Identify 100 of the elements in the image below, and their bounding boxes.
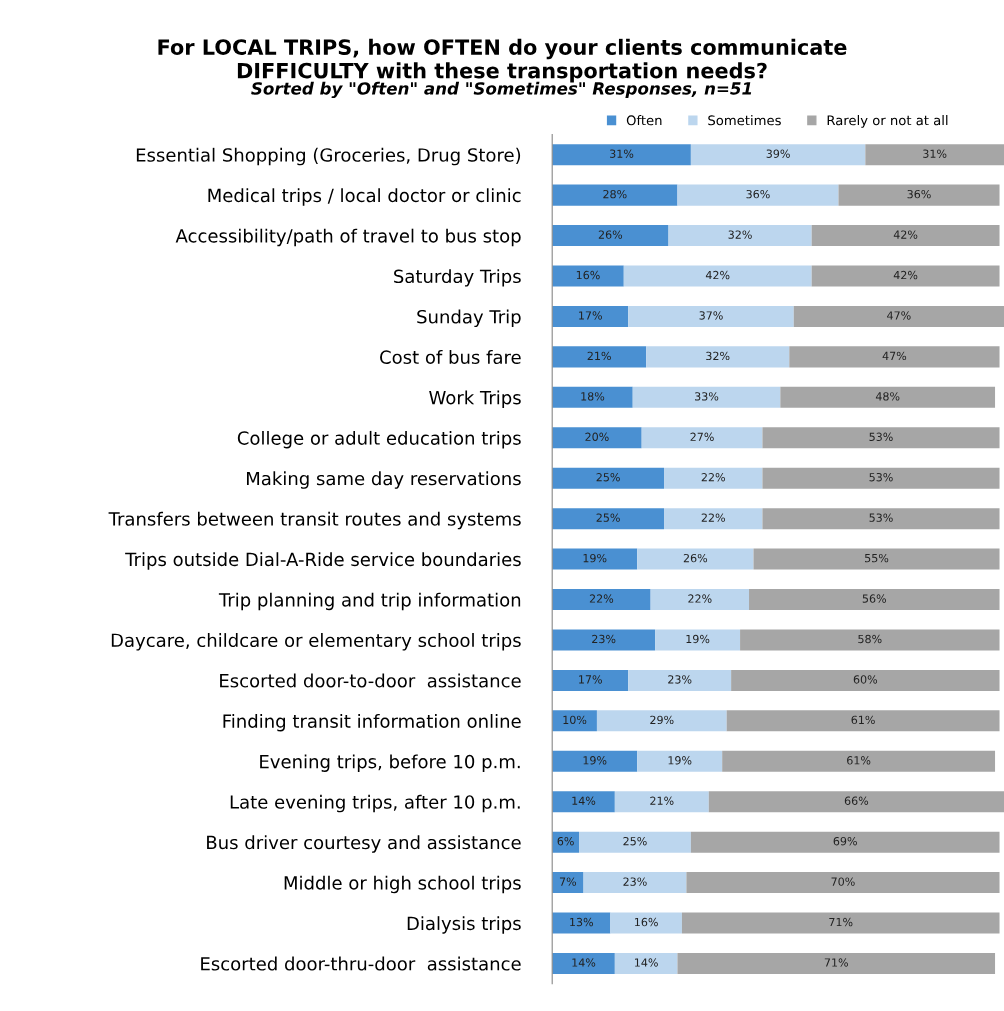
- data-label: 61%: [851, 715, 875, 725]
- data-label: 14%: [572, 958, 596, 967]
- y-tick-label: Making same day reservations: [246, 471, 521, 489]
- y-tick-label: Sunday Trip: [417, 309, 521, 328]
- y-tick-label: Bus driver courtesy and assistance: [207, 835, 521, 853]
- data-label: 22%: [701, 473, 725, 482]
- bar: [552, 386, 633, 408]
- bar: [614, 952, 678, 974]
- bar: [753, 548, 1000, 570]
- bar: [789, 346, 1000, 368]
- bar: [552, 710, 597, 732]
- y-tick-label: Middle or high school trips: [284, 875, 521, 894]
- bar: [552, 184, 678, 206]
- y-tick-label: Trip planning and trip information: [218, 592, 521, 611]
- data-label: 22%: [589, 594, 614, 603]
- data-label: 19%: [686, 634, 710, 644]
- data-label: 61%: [847, 756, 871, 765]
- data-label: 32%: [706, 351, 730, 361]
- data-label: 14%: [635, 958, 658, 967]
- bar: [681, 912, 1000, 934]
- data-label: 39%: [766, 149, 790, 158]
- bar: [628, 669, 732, 691]
- bar: [552, 548, 638, 570]
- y-tick-label: Transfers between transit routes and systems: [108, 511, 521, 530]
- data-label: 55%: [865, 553, 889, 563]
- data-label: 42%: [893, 270, 918, 280]
- bar: [637, 548, 754, 570]
- data-label: 56%: [862, 594, 887, 603]
- data-label: 28%: [603, 189, 627, 199]
- bar: [865, 144, 1004, 166]
- bar: [552, 872, 584, 894]
- data-label: 25%: [596, 513, 620, 522]
- bar: [632, 386, 781, 408]
- bar: [552, 508, 665, 530]
- data-label: 23%: [668, 675, 692, 684]
- bar: [690, 831, 1000, 853]
- bar: [722, 750, 996, 772]
- bar: [552, 791, 615, 813]
- data-label: 42%: [893, 230, 918, 239]
- data-label: 22%: [688, 594, 712, 603]
- data-label: 19%: [668, 756, 692, 765]
- y-tick-label: Accessibility/path of travel to bus stop: [175, 228, 521, 247]
- bar: [726, 710, 1000, 732]
- data-label: 14%: [572, 796, 596, 805]
- bar: [811, 265, 1000, 287]
- data-label: 31%: [610, 149, 634, 158]
- bar: [552, 305, 629, 327]
- data-label: 47%: [887, 311, 911, 320]
- bar: [677, 952, 996, 974]
- data-label: 71%: [829, 917, 853, 927]
- data-label: 18%: [581, 392, 605, 401]
- y-tick-label: Daycare, childcare or elementary school trips: [111, 633, 521, 651]
- bar: [552, 589, 651, 611]
- bar: [650, 589, 750, 611]
- bar: [552, 265, 624, 287]
- y-tick-label: Finding transit information online: [223, 713, 521, 732]
- data-label: 25%: [623, 836, 647, 846]
- y-tick-label: Work Trips: [429, 390, 521, 408]
- bar: [780, 386, 996, 408]
- data-label: 58%: [858, 634, 882, 644]
- bar: [731, 669, 1000, 691]
- y-tick-label: Saturday Trips: [394, 269, 521, 287]
- bar: [552, 467, 665, 489]
- chart-subtitle: Sorted by "Often" and "Sometimes" Responses, n=51: [251, 81, 752, 99]
- data-label: 26%: [683, 553, 708, 563]
- data-label: 10%: [563, 715, 587, 725]
- y-tick-label: College or adult education trips: [237, 430, 521, 449]
- data-label: 17%: [579, 675, 602, 684]
- bar: [579, 831, 691, 853]
- legend-label: Often: [626, 115, 662, 126]
- data-label: 69%: [833, 836, 857, 846]
- data-label: 23%: [592, 634, 616, 644]
- y-tick-label: Late evening trips, after 10 p.m.: [230, 794, 520, 813]
- y-tick-label: Medical trips / local doctor or clinic: [208, 188, 521, 206]
- data-label: 16%: [635, 917, 658, 927]
- bar: [552, 669, 629, 691]
- data-label: 25%: [596, 473, 620, 482]
- bar: [686, 872, 1000, 894]
- bar: [552, 427, 642, 449]
- data-label: 7%: [559, 877, 577, 886]
- y-tick-label: Escorted door-to-door assistance: [220, 673, 521, 688]
- data-label: 53%: [869, 432, 893, 441]
- bar: [641, 427, 763, 449]
- data-label: 33%: [695, 392, 719, 401]
- data-label: 21%: [587, 351, 611, 361]
- data-label: 53%: [869, 473, 893, 482]
- data-label: 48%: [875, 392, 900, 401]
- data-label: 29%: [650, 715, 674, 725]
- data-label: 36%: [907, 189, 931, 199]
- data-label: 47%: [882, 351, 907, 361]
- bar: [610, 912, 682, 934]
- bar: [552, 144, 691, 166]
- data-label: 16%: [576, 270, 600, 280]
- data-label: 27%: [690, 432, 714, 441]
- bar: [762, 508, 1000, 530]
- legend-label: Sometimes: [708, 115, 781, 126]
- data-label: 60%: [853, 675, 878, 684]
- bar: [628, 305, 794, 327]
- bar: [664, 467, 763, 489]
- bar: [793, 305, 1004, 327]
